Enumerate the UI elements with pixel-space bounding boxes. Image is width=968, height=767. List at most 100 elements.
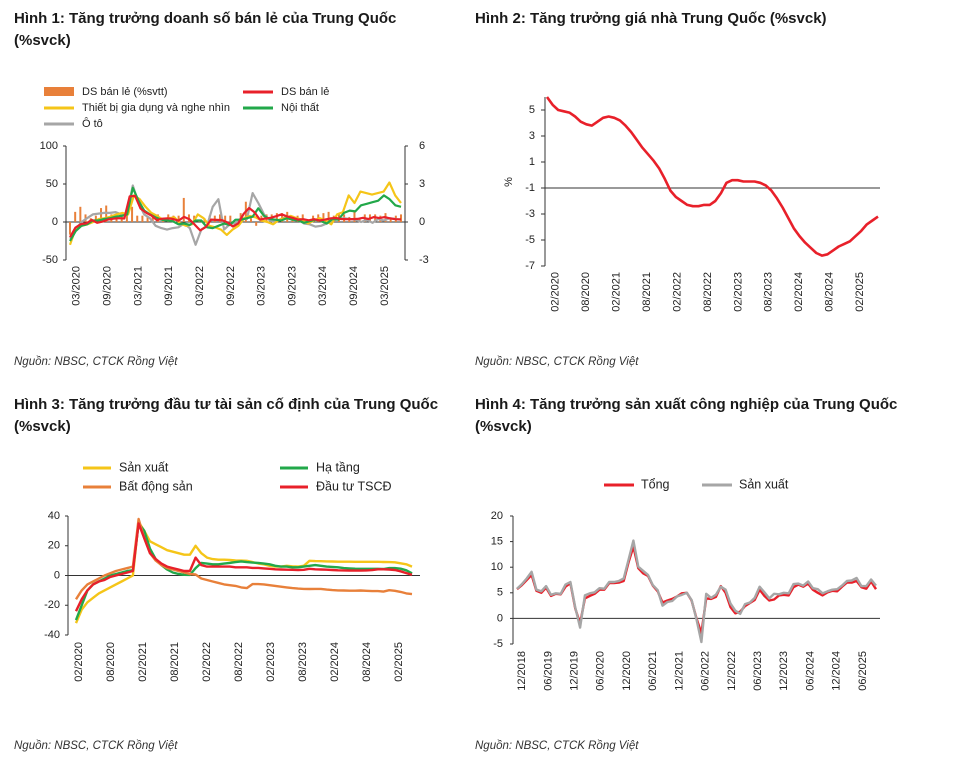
c4-series-line <box>516 539 877 644</box>
c2-xtick-label: 02/2020 <box>550 272 562 312</box>
c1-bar <box>141 215 144 222</box>
c4-legend-label: Tổng <box>641 477 670 491</box>
c3-legend-label: Hạ tầng <box>316 460 360 474</box>
c1-bar <box>151 215 154 222</box>
c1-legend-label: Thiết bị gia dụng và nghe nhìn <box>82 102 230 114</box>
chart4-source: Nguồn: NBSC, CTCK Rồng Việt <box>475 740 639 752</box>
chart4-title: Hình 4: Tăng trưởng sản xuất công nghiệp… <box>475 396 898 435</box>
c1-y2tick-label: 0 <box>419 216 425 228</box>
c2-xtick-label: 02/2024 <box>793 272 805 312</box>
c3-xtick-label: 02/2023 <box>265 642 277 682</box>
c4-xtick-label: 06/2023 <box>752 651 764 691</box>
c1-ytick-label: 0 <box>52 216 58 228</box>
c1-bar <box>131 206 134 222</box>
c4-xtick-label: 06/2025 <box>857 651 869 691</box>
c1-xtick-label: 09/2023 <box>286 266 298 306</box>
c2-xtick-label: 08/2021 <box>641 272 653 312</box>
c1-bar <box>146 216 149 222</box>
c1-xtick-label: 03/2020 <box>71 266 83 306</box>
c1-bar <box>250 218 253 222</box>
c4-ytick-label: -5 <box>493 638 503 650</box>
c2-ytick-label: 3 <box>529 130 535 142</box>
c1-xtick-label: 09/2024 <box>348 266 360 306</box>
c2-xtick-label: 08/2023 <box>763 272 775 312</box>
c2-xtick-label: 08/2020 <box>580 272 592 312</box>
c3-xtick-label: 02/2024 <box>329 642 341 682</box>
c1-xtick-label: 09/2022 <box>225 266 237 306</box>
c1-legend-label: DS bán lẻ (%svtt) <box>82 86 168 98</box>
chart2-title: Hình 2: Tăng trưởng giá nhà Trung Quốc (… <box>475 10 827 27</box>
c1-bar <box>182 197 185 222</box>
c1-bar <box>177 215 180 222</box>
c4-ytick-label: 5 <box>497 587 503 599</box>
c4-xtick-label: 12/2018 <box>516 651 528 691</box>
c1-series-line <box>69 194 402 238</box>
c1-xtick-label: 03/2023 <box>256 266 268 306</box>
c1-bar <box>229 215 232 222</box>
c3-legend-label: Bất động sản <box>119 479 193 493</box>
c1-legend-label: Nội thất <box>281 102 319 114</box>
c4-ytick-label: 20 <box>491 510 503 522</box>
c1-bar <box>327 211 330 222</box>
c1-xtick-label: 09/2020 <box>102 266 114 306</box>
c3-xtick-label: 02/2020 <box>73 642 85 682</box>
c1-xtick-label: 03/2021 <box>132 266 144 306</box>
c4-xtick-label: 06/2020 <box>595 651 607 691</box>
c1-bar <box>400 214 402 222</box>
c4-xtick-label: 12/2019 <box>569 651 581 691</box>
c4-ytick-label: 0 <box>497 612 503 624</box>
c1-bar <box>69 222 71 235</box>
c2-ytick-label: 1 <box>529 156 535 168</box>
c4-xtick-label: 12/2024 <box>831 651 843 691</box>
c1-bar <box>125 213 128 222</box>
c3-xtick-label: 08/2020 <box>105 642 117 682</box>
c1-ytick-label: -50 <box>42 254 58 266</box>
c1-bar <box>79 206 82 222</box>
c1-y2tick-label: 3 <box>419 178 425 190</box>
c1-bar <box>100 208 103 222</box>
c3-xtick-label: 02/2025 <box>393 642 405 682</box>
c1-bar <box>94 215 97 222</box>
c2-xtick-label: 08/2022 <box>702 272 714 312</box>
c4-xtick-label: 06/2021 <box>647 651 659 691</box>
c1-xtick-label: 03/2024 <box>317 266 329 306</box>
chart2-source: Nguồn: NBSC, CTCK Rồng Việt <box>475 356 639 368</box>
c2-xtick-label: 02/2021 <box>610 272 622 312</box>
c2-series-line <box>545 96 879 257</box>
c2-xtick-label: 02/2022 <box>671 272 683 312</box>
c3-ytick-label: 20 <box>48 540 60 552</box>
c1-bar <box>389 219 392 222</box>
c2-xtick-label: 08/2024 <box>824 272 836 312</box>
c1-xtick-label: 03/2022 <box>194 266 206 306</box>
c4-xtick-label: 12/2020 <box>621 651 633 691</box>
c1-legend-bar-swatch <box>44 87 74 96</box>
c2-ytick-label: -1 <box>525 182 535 194</box>
c4-ytick-label: 10 <box>491 561 503 573</box>
c3-legend-label: Đầu tư TSCĐ <box>316 479 392 493</box>
c1-ytick-label: 100 <box>40 140 58 152</box>
c3-xtick-label: 02/2022 <box>201 642 213 682</box>
c3-xtick-label: 08/2022 <box>233 642 245 682</box>
c3-ytick-label: -40 <box>44 629 60 641</box>
c3-xtick-label: 08/2023 <box>297 642 309 682</box>
c3-series-line <box>74 517 413 600</box>
chart1-title: Hình 1: Tăng trưởng doanh số bán lẻ của … <box>14 10 397 49</box>
c2-xtick-label: 02/2025 <box>854 272 866 312</box>
c2-ytick-label: -5 <box>525 234 535 246</box>
c4-xtick-label: 12/2022 <box>726 651 738 691</box>
c4-xtick-label: 06/2024 <box>804 651 816 691</box>
c3-xtick-label: 02/2021 <box>137 642 149 682</box>
c1-bar <box>255 222 258 226</box>
c2-ylabel: % <box>503 177 515 187</box>
c4-xtick-label: 06/2022 <box>700 651 712 691</box>
c4-legend-label: Sản xuất <box>739 477 789 491</box>
c1-bar <box>74 211 77 222</box>
c1-bar <box>358 218 361 222</box>
c1-bar <box>218 214 221 222</box>
c1-bar <box>136 215 139 222</box>
chart1-source: Nguồn: NBSC, CTCK Rồng Việt <box>14 356 178 368</box>
chart3-source: Nguồn: NBSC, CTCK Rồng Việt <box>14 740 178 752</box>
c2-ytick-label: 5 <box>529 104 535 116</box>
c3-ytick-label: 40 <box>48 510 60 522</box>
c3-ytick-label: -20 <box>44 599 60 611</box>
